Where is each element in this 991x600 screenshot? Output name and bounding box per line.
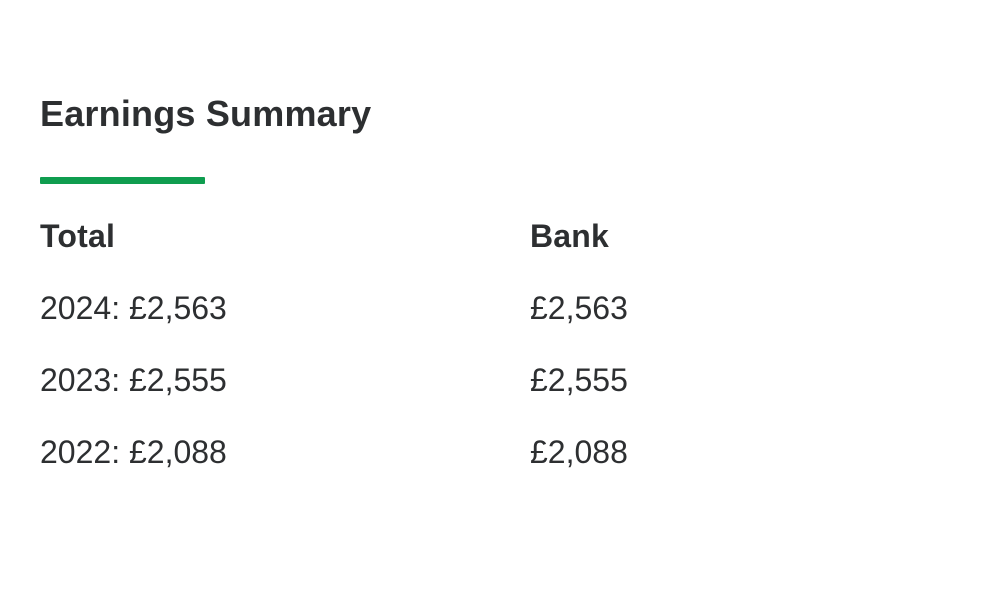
- column-header-bank: Bank: [530, 218, 610, 255]
- column-header-total: Total: [40, 218, 116, 255]
- bank-cell-2024: £2,563: [530, 290, 628, 327]
- earnings-table: Total Bank 2024: £2,563 £2,563 2023: £2,…: [40, 216, 991, 472]
- table-row: 2024: £2,563 £2,563: [40, 288, 991, 328]
- page-title: Earnings Summary: [40, 93, 372, 134]
- bank-cell-2022: £2,088: [530, 434, 628, 471]
- table-row: 2022: £2,088 £2,088: [40, 432, 991, 472]
- title-accent-underline: [40, 177, 205, 185]
- total-cell-2024: 2024: £2,563: [40, 290, 227, 327]
- total-cell-2023: 2023: £2,555: [40, 362, 227, 399]
- table-header-row: Total Bank: [40, 216, 991, 256]
- total-cell-2022: 2022: £2,088: [40, 434, 227, 471]
- table-row: 2023: £2,555 £2,555: [40, 360, 991, 400]
- bank-cell-2023: £2,555: [530, 362, 628, 399]
